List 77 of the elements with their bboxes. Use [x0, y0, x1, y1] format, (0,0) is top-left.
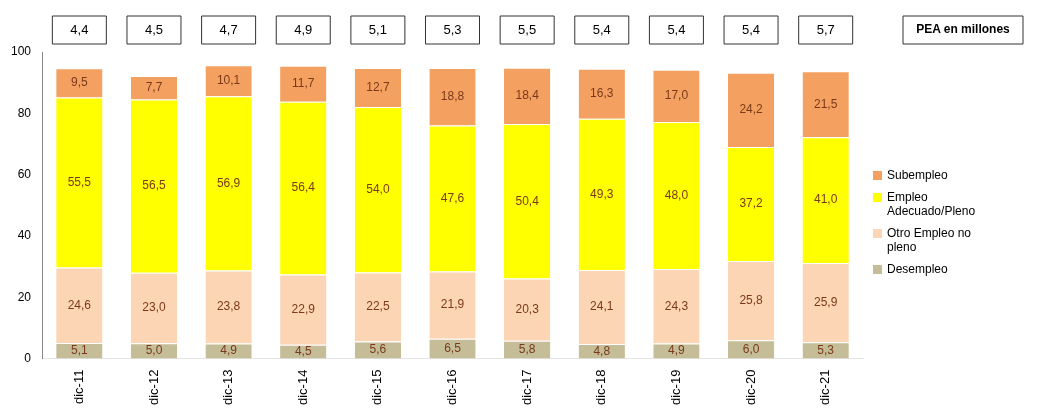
data-label: 16,3 — [590, 86, 614, 101]
x-tick-label: dic-12 — [145, 369, 161, 406]
data-label: 23,8 — [216, 299, 241, 314]
data-label: 10,1 — [216, 72, 241, 87]
text: 5,4 — [742, 21, 761, 37]
data-label: 50,4 — [515, 193, 540, 208]
data-label: 7,7 — [145, 80, 163, 95]
data-label: 24,2 — [739, 102, 764, 117]
y-tick-label: 60 — [17, 166, 32, 181]
legend-label: Otro Empleo no pleno — [887, 226, 973, 254]
data-label: 5,3 — [817, 342, 835, 357]
text: 5,7 — [816, 21, 835, 37]
data-label: 5,0 — [145, 343, 163, 358]
legend-label: Subempleo — [887, 168, 949, 182]
data-label: 4,5 — [294, 344, 312, 359]
data-label: 24,3 — [664, 298, 689, 313]
data-label: 24,6 — [67, 297, 92, 312]
data-label: 54,0 — [366, 181, 390, 196]
text: PEA en millones — [916, 22, 1011, 37]
text: 5,5 — [518, 21, 537, 37]
data-label: 5,8 — [518, 342, 536, 357]
data-label: 49,3 — [590, 186, 614, 201]
data-label: 6,5 — [444, 340, 462, 355]
text: 4,9 — [294, 21, 313, 37]
data-label: 23,0 — [142, 300, 166, 315]
data-label: 5,1 — [70, 343, 88, 358]
y-tick-label: 20 — [17, 289, 32, 304]
x-tick-label: dic-21 — [817, 369, 833, 406]
data-label: 22,9 — [291, 302, 316, 316]
x-tick-label: dic-18 — [593, 369, 609, 406]
data-label: 25,8 — [739, 292, 764, 307]
data-label: 21,5 — [814, 96, 838, 111]
text: 5,1 — [368, 21, 387, 37]
y-tick-label: 100 — [10, 44, 32, 59]
data-label: 21,9 — [440, 297, 465, 312]
data-label: 6,0 — [742, 341, 760, 356]
x-tick-label: dic-11 — [70, 369, 86, 405]
text: 4,5 — [144, 21, 164, 37]
legend-label: Empleo Adecuado/Pleno — [887, 190, 977, 218]
data-label: 17,0 — [664, 88, 689, 103]
text: 5,3 — [443, 21, 462, 37]
data-label: 24,1 — [590, 299, 614, 314]
data-label: 12,7 — [366, 79, 390, 94]
text: 4,4 — [70, 21, 89, 37]
x-tick-label: dic-16 — [444, 369, 460, 406]
x-tick-label: dic-20 — [742, 369, 758, 406]
text: 4,7 — [219, 21, 238, 37]
y-tick-label: 80 — [17, 105, 32, 120]
data-label: 5,6 — [369, 342, 387, 357]
data-label: 25,9 — [814, 294, 838, 309]
text: 5,4 — [667, 21, 686, 37]
text: 5,4 — [592, 21, 611, 37]
data-label: 56,5 — [142, 178, 166, 193]
data-label: 18,4 — [515, 88, 540, 103]
x-tick-label: dic-14 — [294, 369, 310, 406]
legend-label: Desempleo — [887, 262, 949, 276]
data-label: 20,3 — [515, 302, 540, 316]
data-label: 4,9 — [668, 343, 686, 358]
x-tick-label: dic-19 — [667, 369, 683, 406]
data-label: 4,8 — [593, 343, 611, 358]
x-tick-label: dic-17 — [518, 369, 534, 406]
data-label: 47,6 — [440, 190, 465, 205]
data-label: 22,5 — [366, 299, 390, 314]
data-label: 11,7 — [292, 76, 315, 91]
data-label: 48,0 — [664, 187, 689, 202]
x-tick-label: dic-13 — [220, 369, 236, 406]
data-label: 41,0 — [814, 192, 838, 207]
data-label: 18,8 — [440, 89, 465, 104]
y-tick-label: 0 — [24, 350, 32, 365]
data-label: 4,9 — [220, 343, 238, 358]
data-label: 56,9 — [216, 175, 241, 190]
y-tick-label: 40 — [17, 228, 32, 243]
data-label: 56,4 — [291, 180, 316, 195]
data-label: 55,5 — [67, 174, 92, 189]
data-label: 37,2 — [739, 196, 764, 211]
data-label: 9,5 — [70, 75, 88, 90]
x-tick-label: dic-15 — [369, 369, 385, 406]
